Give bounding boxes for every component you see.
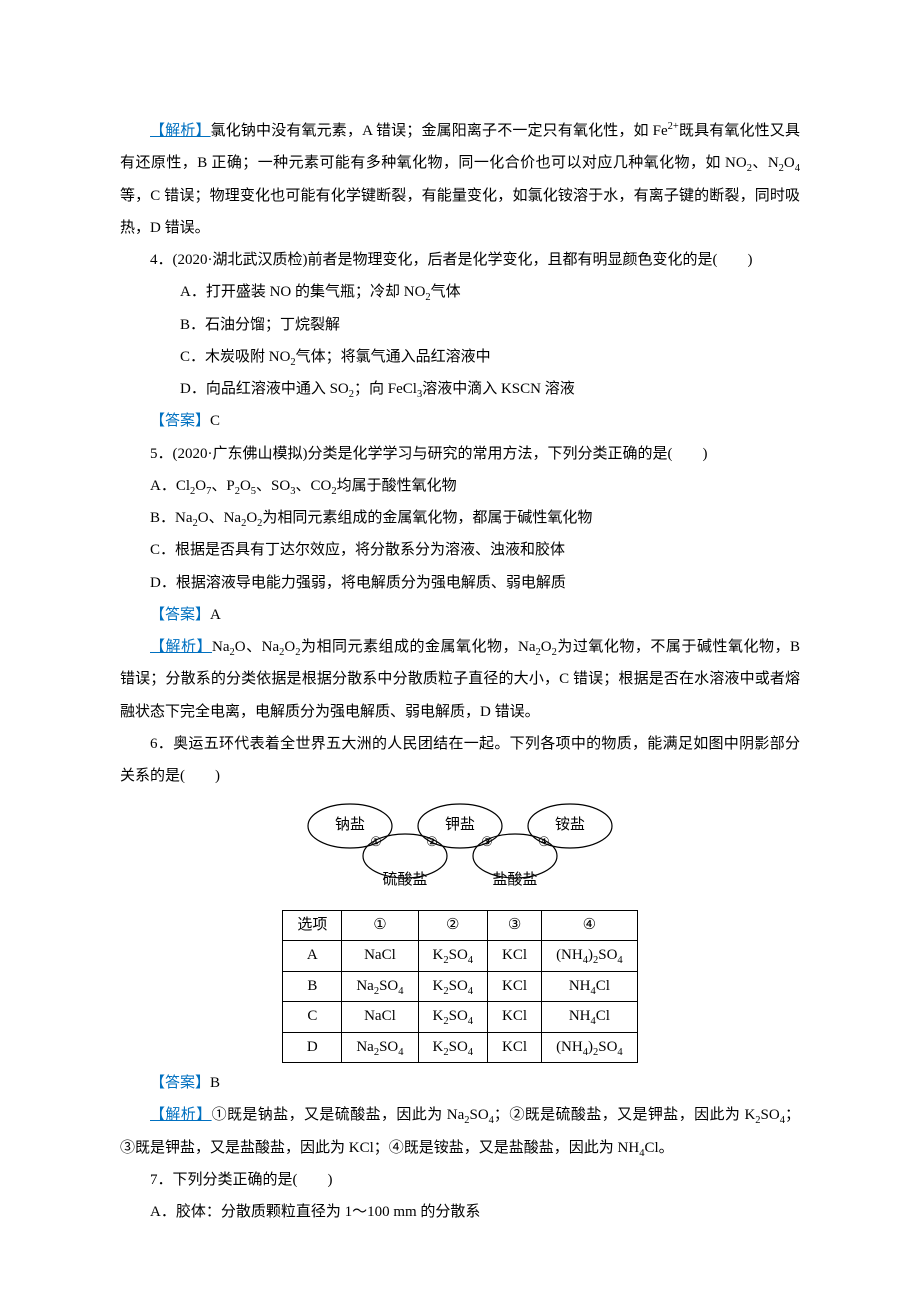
q5-analysis: 【解析】Na2O、Na2O2为相同元素组成的金属氧化物，Na2O2为过氧化物，不…: [120, 631, 800, 728]
svg-text:②: ②: [426, 834, 438, 849]
table-header: 选项: [283, 910, 342, 941]
q5-stem: 5．(2020·广东佛山模拟)分类是化学学习与研究的常用方法，下列分类正确的是(…: [120, 438, 800, 470]
q6-stem: 6．奥运五环代表着全世界五大洲的人民团结在一起。下列各项中的物质，能满足如图中阴…: [120, 728, 800, 793]
svg-text:钾盐: 钾盐: [445, 816, 475, 833]
rings-svg: 钠盐 钾盐 铵盐 硫酸盐 盐酸盐 ① ② ③ ④: [250, 796, 670, 891]
table-row: B Na2SO4 K2SO4 KCl NH4Cl: [283, 971, 637, 1002]
answer-label: 【答案】: [150, 1075, 210, 1091]
table-header: ①: [342, 910, 418, 941]
table-row: A NaCl K2SO4 KCl (NH4)2SO4: [283, 941, 637, 972]
q3-analysis-text: 氯化钠中没有氧元素，A 错误；金属阳离子不一定只有氧化性，如 Fe2+既具有氧化…: [120, 123, 800, 236]
q4-stem: 4．(2020·湖北武汉质检)前者是物理变化，后者是化学变化，且都有明显颜色变化…: [120, 244, 800, 276]
q5-analysis-text: Na2O、Na2O2为相同元素组成的金属氧化物，Na2O2为过氧化物，不属于碱性…: [120, 639, 800, 720]
q4-option-c: C．木炭吸附 NO2气体；将氯气通入品红溶液中: [120, 341, 800, 373]
q6-answer: 【答案】B: [120, 1067, 800, 1099]
q6-answer-value: B: [210, 1075, 220, 1091]
q4-answer-value: C: [210, 413, 220, 429]
svg-text:④: ④: [538, 834, 550, 849]
q4-option-d: D．向品红溶液中通入 SO2；向 FeCl3溶液中滴入 KSCN 溶液: [120, 373, 800, 405]
q6-options-table: 选项 ① ② ③ ④ A NaCl K2SO4 KCl (NH4)2SO4 B …: [282, 910, 637, 1064]
q5-option-a: A．Cl2O7、P2O5、SO3、CO2均属于酸性氧化物: [120, 470, 800, 502]
table-header: ④: [542, 910, 638, 941]
q5-option-b: B．Na2O、Na2O2为相同元素组成的金属氧化物，都属于碱性氧化物: [120, 502, 800, 534]
rings-diagram: 钠盐 钾盐 铵盐 硫酸盐 盐酸盐 ① ② ③ ④: [120, 796, 800, 903]
answer-label: 【答案】: [150, 607, 210, 623]
table-row: C NaCl K2SO4 KCl NH4Cl: [283, 1002, 637, 1033]
q7-stem: 7．下列分类正确的是( ): [120, 1164, 800, 1196]
q5-option-c: C．根据是否具有丁达尔效应，将分散系分为溶液、浊液和胶体: [120, 534, 800, 566]
q3-analysis: 【解析】氯化钠中没有氧元素，A 错误；金属阳离子不一定只有氧化性，如 Fe2+既…: [120, 115, 800, 244]
analysis-label: 【解析】: [150, 639, 212, 655]
q4-option-b: B．石油分馏；丁烷裂解: [120, 309, 800, 341]
svg-text:硫酸盐: 硫酸盐: [382, 871, 427, 888]
svg-text:③: ③: [481, 834, 493, 849]
svg-text:盐酸盐: 盐酸盐: [492, 871, 537, 888]
q6-analysis: 【解析】①既是钠盐，又是硫酸盐，因此为 Na2SO4；②既是硫酸盐，又是钾盐，因…: [120, 1099, 800, 1164]
q5-answer: 【答案】A: [120, 599, 800, 631]
q7-option-a: A．胶体：分散质颗粒直径为 1～100 mm 的分散系: [120, 1196, 800, 1228]
table-header: ②: [418, 910, 488, 941]
svg-text:钠盐: 钠盐: [335, 816, 365, 833]
table-row: D Na2SO4 K2SO4 KCl (NH4)2SO4: [283, 1032, 637, 1063]
q5-option-d: D．根据溶液导电能力强弱，将电解质分为强电解质、弱电解质: [120, 567, 800, 599]
analysis-label: 【解析】: [150, 123, 211, 139]
q5-answer-value: A: [210, 607, 221, 623]
table-header-row: 选项 ① ② ③ ④: [283, 910, 637, 941]
q6-analysis-text: ①既是钠盐，又是硫酸盐，因此为 Na2SO4；②既是硫酸盐，又是钾盐，因此为 K…: [120, 1107, 800, 1155]
svg-text:①: ①: [370, 834, 382, 849]
answer-label: 【答案】: [150, 413, 210, 429]
analysis-label: 【解析】: [150, 1107, 212, 1123]
table-header: ③: [488, 910, 542, 941]
q4-answer: 【答案】C: [120, 405, 800, 437]
q4-option-a: A．打开盛装 NO 的集气瓶；冷却 NO2气体: [120, 276, 800, 308]
svg-text:铵盐: 铵盐: [555, 816, 585, 833]
